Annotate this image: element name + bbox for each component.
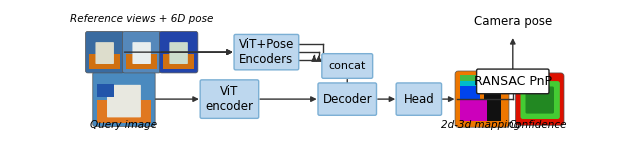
Bar xyxy=(460,75,476,81)
Bar xyxy=(484,77,501,121)
FancyBboxPatch shape xyxy=(234,34,299,70)
FancyBboxPatch shape xyxy=(455,71,509,127)
FancyBboxPatch shape xyxy=(107,85,141,117)
Bar xyxy=(97,84,114,97)
Bar xyxy=(97,100,151,123)
Bar xyxy=(460,99,486,121)
FancyBboxPatch shape xyxy=(525,86,554,114)
Text: concat: concat xyxy=(328,61,366,71)
Text: ViT
encoder: ViT encoder xyxy=(205,85,253,113)
Text: Confidence: Confidence xyxy=(509,120,568,130)
Text: Decoder: Decoder xyxy=(323,93,372,106)
Bar xyxy=(460,76,479,86)
Text: ViT+Pose
Encoders: ViT+Pose Encoders xyxy=(239,38,294,66)
FancyBboxPatch shape xyxy=(132,42,151,64)
FancyBboxPatch shape xyxy=(170,42,188,64)
Text: Head: Head xyxy=(403,93,434,106)
FancyBboxPatch shape xyxy=(86,31,124,73)
FancyBboxPatch shape xyxy=(322,54,372,78)
Text: 2d-3d mapping: 2d-3d mapping xyxy=(441,120,520,130)
FancyBboxPatch shape xyxy=(95,42,114,64)
Bar xyxy=(460,86,481,99)
FancyBboxPatch shape xyxy=(93,72,155,126)
Bar xyxy=(163,54,194,69)
Text: Camera pose: Camera pose xyxy=(474,15,552,28)
FancyBboxPatch shape xyxy=(520,81,560,119)
FancyBboxPatch shape xyxy=(200,80,259,118)
Bar xyxy=(126,54,157,69)
FancyBboxPatch shape xyxy=(159,31,198,73)
Text: RANSAC PnP: RANSAC PnP xyxy=(474,75,552,88)
Text: Query image: Query image xyxy=(90,120,157,130)
FancyBboxPatch shape xyxy=(396,83,442,115)
Text: Reference views + 6D pose: Reference views + 6D pose xyxy=(70,14,213,24)
FancyBboxPatch shape xyxy=(122,31,161,73)
Bar xyxy=(90,54,120,69)
FancyBboxPatch shape xyxy=(477,69,549,94)
FancyBboxPatch shape xyxy=(318,83,376,115)
FancyBboxPatch shape xyxy=(515,73,564,125)
